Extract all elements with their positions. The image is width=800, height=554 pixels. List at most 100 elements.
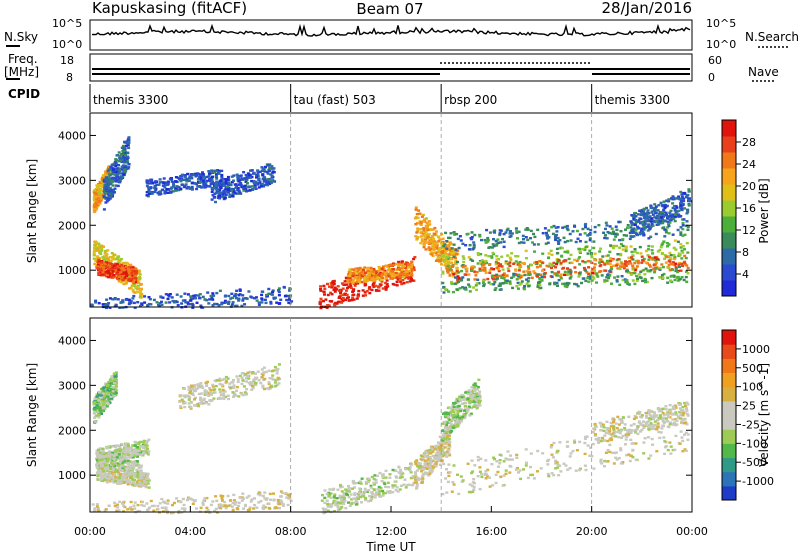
data-cell (529, 229, 533, 233)
data-cell (630, 235, 634, 238)
data-cell (107, 452, 111, 455)
data-cell (278, 363, 281, 366)
data-cell (392, 263, 396, 266)
data-cell (238, 289, 242, 292)
data-cell (108, 306, 112, 309)
data-cell (566, 251, 570, 254)
data-cell (441, 256, 445, 259)
data-cell (514, 255, 518, 258)
data-cell (540, 278, 544, 281)
data-cell (543, 275, 547, 279)
data-cell (108, 177, 112, 180)
data-cell (120, 158, 124, 161)
data-cell (647, 258, 651, 261)
data-cell (679, 269, 683, 272)
data-cell (193, 182, 197, 185)
data-cell (683, 233, 687, 236)
data-cell (218, 194, 222, 197)
data-cell (348, 279, 352, 282)
data-cell (105, 473, 109, 477)
data-cell (137, 281, 141, 284)
data-cell (569, 253, 573, 257)
data-cell (120, 165, 124, 168)
data-cell (627, 256, 631, 259)
data-cell (672, 196, 676, 200)
data-cell (494, 244, 498, 247)
data-cell (599, 247, 603, 250)
data-cell (467, 256, 471, 259)
data-cell (686, 210, 690, 214)
data-cell (405, 272, 409, 275)
data-cell (566, 249, 570, 253)
data-cell (631, 279, 635, 282)
data-cell (586, 252, 590, 255)
data-cell (426, 223, 430, 227)
data-cell (659, 214, 663, 217)
data-cell (456, 237, 460, 241)
data-cell (669, 254, 673, 257)
data-cell (578, 263, 582, 266)
data-cell (217, 170, 221, 174)
data-cell (99, 272, 102, 275)
data-cell (129, 446, 133, 449)
data-cell (231, 301, 235, 304)
data-cell (616, 253, 620, 256)
data-cell (525, 278, 529, 281)
data-cell (370, 277, 374, 280)
data-cell (190, 182, 194, 185)
data-cell (358, 280, 362, 283)
data-cell (102, 467, 106, 470)
data-cell (118, 469, 122, 472)
data-cell (102, 174, 105, 177)
data-cell (98, 266, 102, 269)
data-cell (559, 277, 563, 280)
data-cell (265, 293, 268, 297)
data-cell (138, 476, 142, 480)
data-cell (384, 277, 388, 280)
data-cell (199, 304, 203, 307)
data-cell (662, 213, 666, 217)
data-cell (104, 270, 108, 274)
data-cell (150, 178, 154, 181)
data-cell (641, 223, 645, 226)
data-cell (111, 298, 115, 301)
data-cell (179, 295, 183, 298)
data-cell (586, 234, 590, 237)
data-cell (413, 256, 417, 259)
data-cell (457, 246, 461, 250)
data-cell (251, 185, 255, 188)
data-cell (256, 169, 260, 172)
data-cell (408, 280, 412, 283)
data-cell (160, 303, 164, 306)
data-cell (508, 235, 512, 238)
data-cell (405, 281, 409, 284)
data-cell (126, 450, 130, 453)
data-cell (453, 251, 457, 254)
data-cell (663, 235, 667, 238)
data-cell (581, 260, 585, 263)
data-cell (452, 255, 456, 258)
data-cell (108, 173, 111, 176)
data-cell (122, 266, 126, 269)
data-cell (210, 171, 213, 174)
data-cell (319, 306, 323, 310)
data-cell (492, 238, 495, 241)
data-cell (112, 458, 116, 461)
data-cell (363, 278, 366, 281)
data-cell (96, 268, 100, 271)
data-cell (432, 248, 436, 251)
data-cell (665, 241, 669, 245)
data-cell (218, 388, 222, 391)
data-cell (190, 177, 194, 180)
data-cell (146, 477, 150, 481)
data-cell (516, 281, 520, 285)
data-cell (598, 261, 601, 264)
data-cell (129, 475, 133, 479)
data-cell (654, 232, 658, 236)
data-cell (114, 304, 118, 307)
data-cell (384, 281, 388, 285)
data-cell (106, 256, 110, 260)
data-cell (497, 264, 501, 268)
data-cell (107, 188, 111, 191)
data-cell (97, 453, 101, 456)
